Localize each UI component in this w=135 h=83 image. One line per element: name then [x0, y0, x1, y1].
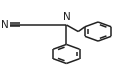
Text: N: N — [1, 20, 9, 30]
Text: N: N — [63, 12, 70, 22]
